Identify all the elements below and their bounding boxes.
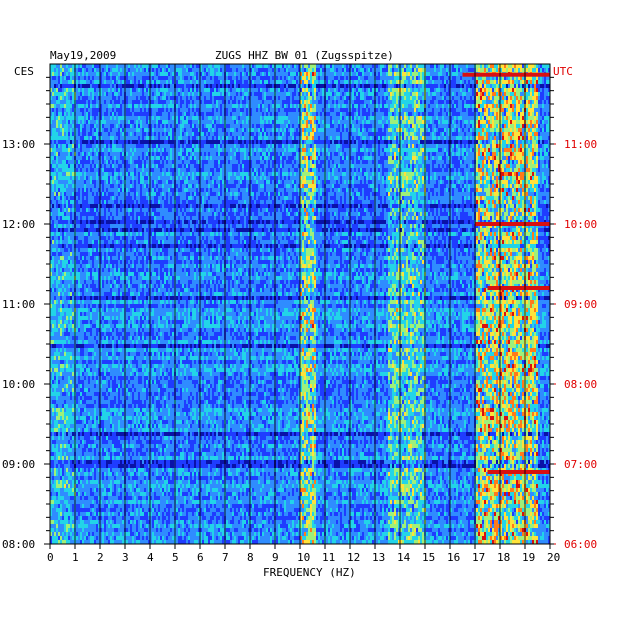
x-tick-label: 7 <box>222 551 229 564</box>
x-tick-label: 13 <box>372 551 385 564</box>
right-time-label: 11:00 <box>564 138 597 151</box>
x-axis-ticks: 0 1 2 3 4 5 6 7 8 9 10 11 12 13 14 15 16 17 18 19 20 <box>47 544 560 564</box>
left-axis-label: CES <box>14 65 34 78</box>
right-time-axis: 11:00 10:00 09:00 08:00 07:00 06:00 <box>550 77 597 551</box>
x-tick-label: 8 <box>247 551 254 564</box>
left-time-axis: 13:00 12:00 11:00 10:00 09:00 08:00 <box>2 77 50 551</box>
x-tick-label: 12 <box>347 551 360 564</box>
x-tick-label: 6 <box>197 551 204 564</box>
spectral-line <box>463 73 551 77</box>
left-time-label: 08:00 <box>2 538 35 551</box>
right-axis-label: UTC <box>553 65 573 78</box>
spectral-line <box>488 470 551 474</box>
x-tick-label: 3 <box>122 551 129 564</box>
x-tick-label: 16 <box>447 551 460 564</box>
left-time-label: 10:00 <box>2 378 35 391</box>
x-tick-label: 19 <box>522 551 535 564</box>
left-time-label: 11:00 <box>2 298 35 311</box>
x-tick-label: 15 <box>422 551 435 564</box>
x-axis-label: FREQUENCY (HZ) <box>263 566 356 579</box>
x-tick-label: 11 <box>322 551 335 564</box>
right-time-label: 07:00 <box>564 458 597 471</box>
x-tick-label: 2 <box>97 551 104 564</box>
x-tick-label: 17 <box>472 551 485 564</box>
x-tick-label: 10 <box>297 551 310 564</box>
chart-date: May19,2009 <box>50 49 116 62</box>
spectral-line <box>475 222 550 226</box>
right-time-label: 09:00 <box>564 298 597 311</box>
x-tick-label: 20 <box>547 551 560 564</box>
x-tick-label: 0 <box>47 551 54 564</box>
x-tick-label: 1 <box>72 551 79 564</box>
right-time-label: 08:00 <box>564 378 597 391</box>
x-tick-label: 18 <box>497 551 510 564</box>
x-tick-label: 14 <box>397 551 411 564</box>
x-tick-label: 9 <box>272 551 279 564</box>
spectral-line <box>488 286 551 290</box>
x-tick-label: 4 <box>147 551 154 564</box>
right-time-label: 10:00 <box>564 218 597 231</box>
right-time-label: 06:00 <box>564 538 597 551</box>
chart-title: ZUGS HHZ BW 01 (Zugsspitze) <box>215 49 394 62</box>
left-time-label: 12:00 <box>2 218 35 231</box>
left-time-label: 09:00 <box>2 458 35 471</box>
left-time-label: 13:00 <box>2 138 35 151</box>
x-tick-label: 5 <box>172 551 179 564</box>
